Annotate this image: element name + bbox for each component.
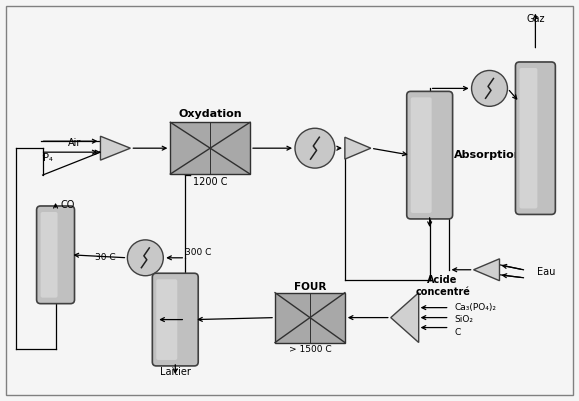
FancyBboxPatch shape <box>152 273 198 366</box>
Text: C: C <box>455 328 461 337</box>
Text: Acide
concentré: Acide concentré <box>415 275 470 296</box>
Text: Gaz: Gaz <box>526 14 545 24</box>
FancyBboxPatch shape <box>515 62 555 215</box>
Polygon shape <box>474 259 500 281</box>
Text: Ca₃(PO₄)₂: Ca₃(PO₄)₂ <box>455 303 497 312</box>
Text: Absorption: Absorption <box>453 150 522 160</box>
Bar <box>275 293 345 342</box>
FancyBboxPatch shape <box>156 279 177 360</box>
Text: > 1500 C: > 1500 C <box>289 345 331 354</box>
Text: FOUR: FOUR <box>294 282 326 292</box>
Text: Oxydation: Oxydation <box>178 109 242 119</box>
Text: 30 C: 30 C <box>95 253 115 262</box>
Text: 1200 C: 1200 C <box>193 177 228 187</box>
Text: Eau: Eau <box>537 267 556 277</box>
Circle shape <box>471 71 507 106</box>
Text: Air: Air <box>68 138 81 148</box>
Circle shape <box>295 128 335 168</box>
Text: P₄: P₄ <box>43 153 53 163</box>
FancyBboxPatch shape <box>411 97 432 213</box>
Text: SiO₂: SiO₂ <box>455 315 474 324</box>
FancyBboxPatch shape <box>519 68 537 209</box>
FancyBboxPatch shape <box>41 212 57 298</box>
Text: Laitier: Laitier <box>160 367 190 377</box>
FancyBboxPatch shape <box>36 206 75 304</box>
Circle shape <box>127 240 163 276</box>
Polygon shape <box>345 137 371 159</box>
Bar <box>170 122 250 174</box>
Text: CO: CO <box>61 200 75 210</box>
FancyBboxPatch shape <box>406 91 453 219</box>
Text: 300 C: 300 C <box>185 248 212 257</box>
Polygon shape <box>100 136 130 160</box>
Polygon shape <box>391 293 419 342</box>
